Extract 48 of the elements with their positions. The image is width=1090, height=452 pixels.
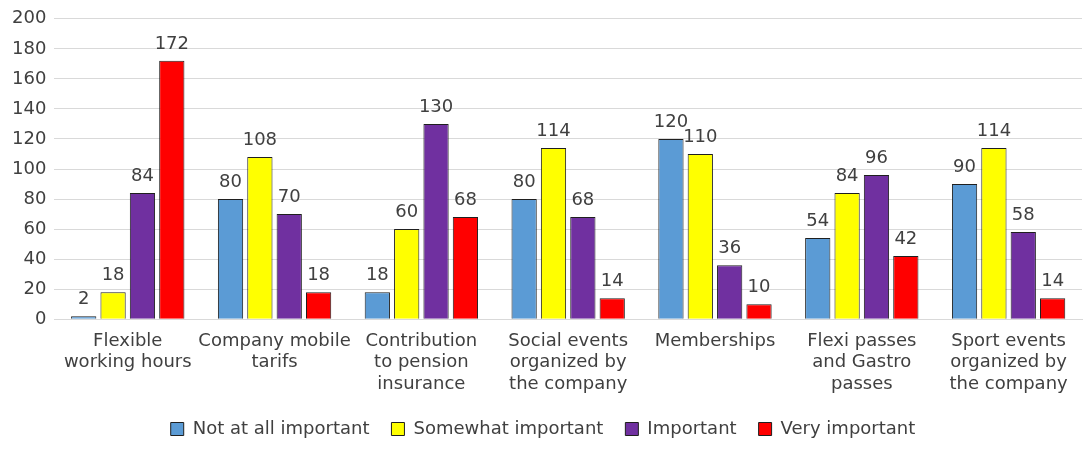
y-tick-label: 80 [23,186,47,208]
legend-label: Important [647,416,737,438]
data-label: 114 [536,118,571,140]
y-tick-label: 140 [12,96,47,118]
y-tick-label: 160 [12,66,47,88]
data-label: 18 [365,262,389,284]
data-label: 96 [865,145,888,167]
data-label: 84 [835,163,859,185]
legend-label: Not at all important [192,416,370,438]
x-tick-label: Contribution to pension insurance [365,328,478,393]
y-tick-label: 180 [12,36,47,58]
data-label: 172 [154,31,189,53]
y-tick-label: 40 [23,246,47,268]
data-label: 70 [277,184,301,206]
data-label: 54 [806,208,830,230]
data-label: 108 [242,127,278,149]
x-tick-label: Company mobile tarifs [198,328,351,372]
legend-label: Very important [780,416,916,438]
data-label: 130 [418,94,454,116]
data-label: 114 [976,118,1012,140]
data-label: 68 [571,187,595,209]
y-tick-label: 20 [23,276,47,298]
data-label: 60 [395,199,419,221]
data-label: 84 [130,163,154,185]
y-tick-label: 0 [34,306,47,328]
data-label: 80 [219,169,242,191]
data-label: 2 [77,286,90,308]
data-label: 14 [600,268,624,290]
data-label: 68 [453,187,477,209]
data-label: 36 [718,235,742,257]
data-label: 80 [512,169,536,191]
y-tick-label: 100 [12,156,47,178]
data-label: 18 [101,262,125,284]
data-label: 14 [1041,268,1065,290]
x-tick-label: Social events organized by the company [508,328,629,393]
legend-label: Somewhat important [413,416,604,438]
y-tick-label: 200 [12,6,47,28]
x-tick-label: Flexi passes and Gastro passes [807,328,917,393]
data-label: 90 [953,154,977,176]
y-tick-label: 120 [12,126,47,148]
data-label: 58 [1011,202,1035,224]
x-tick-label: Flexible working hours [63,328,192,372]
data-label: 42 [894,226,918,248]
data-label: 10 [747,274,771,296]
y-tick-label: 60 [23,216,47,238]
x-tick-label: Memberships [654,328,776,350]
x-tick-label: Sport events organized by the company [949,328,1069,393]
data-label: 18 [307,262,331,284]
